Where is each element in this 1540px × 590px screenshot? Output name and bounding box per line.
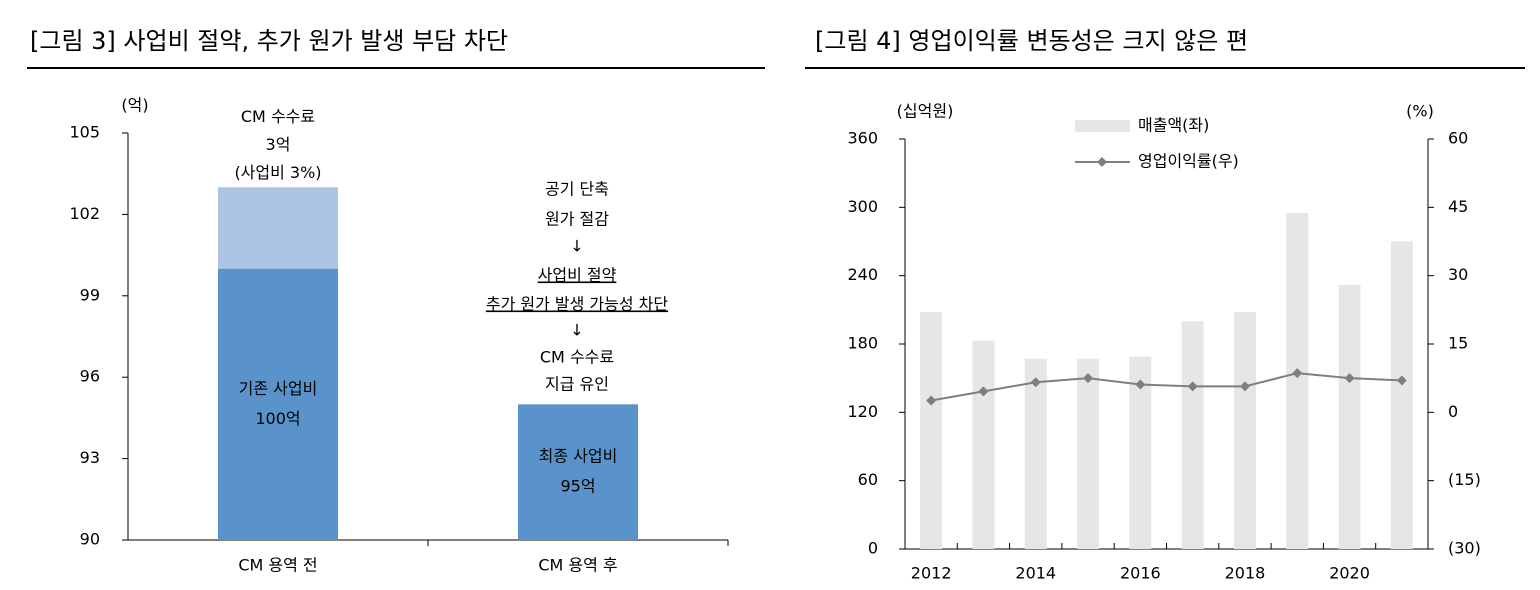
marker — [1344, 373, 1355, 384]
data-label: 3억 — [266, 135, 291, 154]
bar — [972, 340, 995, 549]
marker — [1396, 375, 1407, 386]
y-tick-label: 102 — [69, 204, 100, 223]
y-tick-label: 360 — [847, 129, 878, 148]
y2-tick-label: 60 — [1448, 129, 1468, 148]
annotation: 원가 절감 — [545, 210, 609, 229]
bar-segment — [218, 268, 338, 540]
data-label: 100억 — [255, 409, 300, 428]
segment-name: CM 수수료 — [241, 107, 315, 126]
y2-tick-label: (15) — [1448, 470, 1481, 489]
bar — [920, 312, 943, 549]
marker — [1292, 368, 1303, 379]
marker — [1083, 373, 1094, 384]
data-label: 95억 — [560, 477, 595, 496]
chart-title: [그림 4] 영업이익률 변동성은 크지 않은 편 — [815, 27, 1248, 55]
annotation: CM 수수료 — [540, 348, 614, 367]
y-tick-label: 90 — [80, 530, 100, 549]
x-tick-label: CM 용역 전 — [238, 556, 317, 575]
legend-label: 영업이익률(우) — [1138, 152, 1239, 171]
bar — [1077, 358, 1100, 549]
x-tick-label: 2018 — [1225, 564, 1266, 583]
bar-segment — [218, 187, 338, 269]
y2-tick-label: (30) — [1448, 539, 1481, 558]
marker — [1187, 381, 1198, 392]
y-tick-label: 240 — [847, 265, 878, 284]
bar — [1338, 284, 1361, 549]
y-tick-label: 300 — [847, 197, 878, 216]
y-tick-label: 60 — [858, 470, 878, 489]
y-tick-label: 180 — [847, 334, 878, 353]
segment-name: 기존 사업비 — [239, 379, 318, 398]
marker — [1135, 379, 1146, 390]
axis-label: (억) — [121, 96, 148, 115]
annotation: 공기 단축 — [545, 180, 609, 199]
y-tick-label: 96 — [80, 367, 100, 386]
bar — [1286, 213, 1309, 549]
annotation: 지급 유인 — [545, 375, 609, 394]
y2-tick-label: 15 — [1448, 334, 1468, 353]
x-tick-label: 2016 — [1120, 564, 1161, 583]
marker — [1239, 381, 1250, 392]
x-tick-label: CM 용역 후 — [538, 556, 617, 575]
annotation: 추가 원가 발생 가능성 차단 — [486, 295, 669, 314]
y-tick-label: 0 — [868, 539, 878, 558]
marker — [1030, 377, 1041, 388]
segment-name: 최종 사업비 — [539, 447, 618, 466]
legend-marker — [1097, 157, 1107, 167]
bar — [1390, 241, 1413, 549]
x-tick-label: 2014 — [1015, 564, 1056, 583]
marker — [926, 395, 937, 406]
x-tick-label: 2012 — [911, 564, 952, 583]
annotation: (사업비 3%) — [234, 163, 321, 182]
y-tick-label: 93 — [80, 448, 100, 467]
y-tick-label: 99 — [80, 285, 100, 304]
marker — [978, 386, 989, 397]
bar — [1129, 356, 1152, 549]
bar — [1233, 312, 1256, 549]
x-tick-label: 2020 — [1329, 564, 1370, 583]
annotation: 사업비 절약 — [538, 266, 617, 285]
chart-title: [그림 3] 사업비 절약, 추가 원가 발생 부담 차단 — [30, 27, 508, 55]
bar — [1181, 321, 1204, 549]
bar — [1024, 358, 1047, 549]
annotation: ↓ — [570, 321, 583, 340]
y-tick-label: 120 — [847, 402, 878, 421]
annotation: ↓ — [570, 237, 583, 256]
y2-tick-label: 0 — [1448, 402, 1458, 421]
legend-swatch — [1075, 120, 1130, 132]
axis-label: (%) — [1406, 102, 1434, 121]
legend-label: 매출액(좌) — [1138, 116, 1209, 135]
axis-label: (십억원) — [897, 102, 954, 121]
y-tick-label: 105 — [69, 123, 100, 142]
bar-segment — [518, 404, 638, 540]
line — [930, 372, 1402, 402]
y2-tick-label: 30 — [1448, 265, 1468, 284]
y2-tick-label: 45 — [1448, 197, 1468, 216]
